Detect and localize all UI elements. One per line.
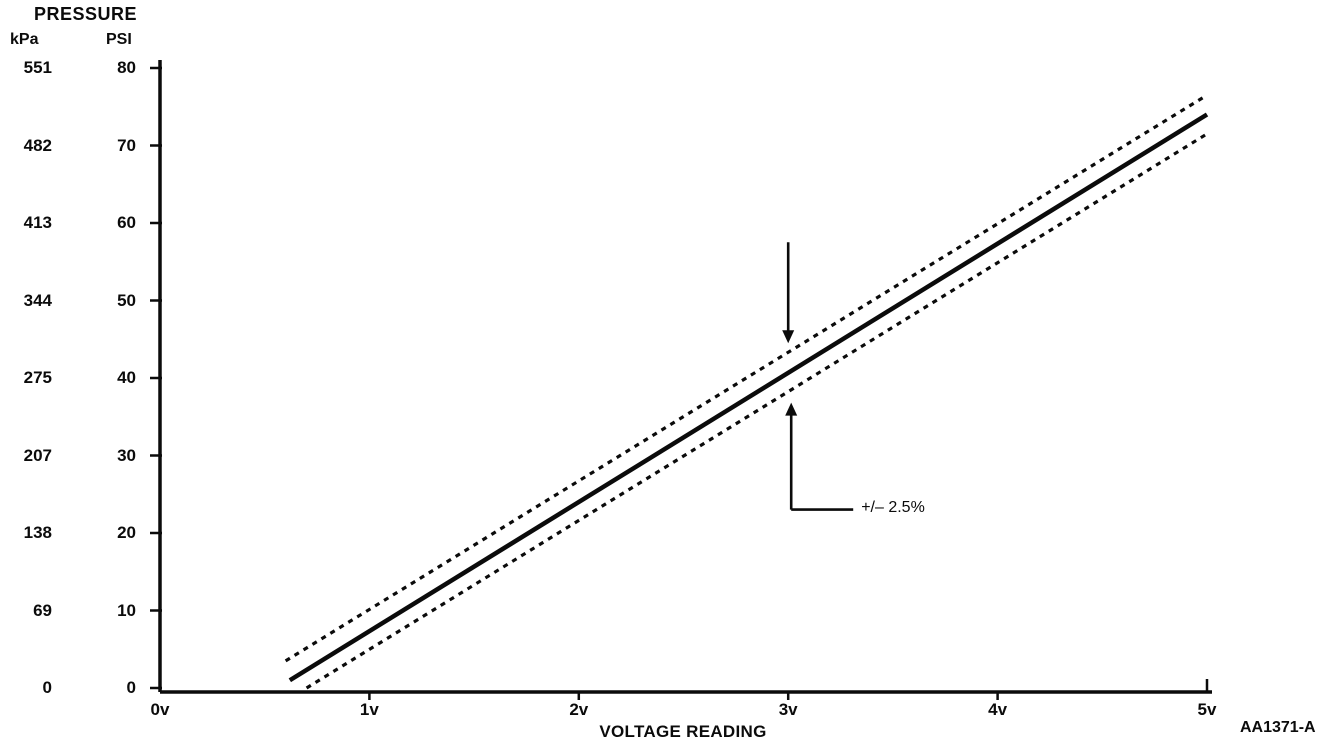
down-arrow-head	[782, 330, 795, 344]
psi-tick-label: 70	[117, 135, 136, 155]
x-tick-label: 3v	[778, 700, 798, 719]
psi-tick-label: 60	[117, 213, 136, 232]
kpa-tick-label: 482	[23, 135, 52, 155]
x-tick-label: 1v	[359, 700, 379, 719]
psi-column-header: PSI	[106, 31, 132, 48]
up-arrow-head	[785, 402, 798, 416]
kpa-tick-label: 207	[23, 445, 52, 465]
upper-tolerance-line	[284, 93, 1208, 663]
kpa-tick-label: 138	[23, 523, 52, 542]
psi-tick-label: 30	[117, 445, 136, 465]
x-tick-label: 4v	[988, 700, 1008, 719]
kpa-tick-label: 69	[33, 600, 52, 620]
psi-tick-label: 80	[117, 58, 136, 77]
x-axis-title: VOLTAGE READING	[599, 722, 767, 741]
x-tick-label: 2v	[569, 700, 589, 719]
psi-tick-label: 40	[117, 368, 136, 387]
kpa-tick-label: 275	[23, 368, 52, 387]
kpa-tick-labels: 551 482 413 344 275 207 138 69 0	[0, 0, 52, 756]
kpa-column-header: kPa	[10, 31, 39, 48]
kpa-tick-label: 0	[42, 678, 52, 697]
tolerance-annotation: +/– 2.5%	[861, 498, 925, 516]
lower-tolerance-line	[305, 132, 1208, 690]
psi-tick-label: 50	[117, 290, 136, 310]
kpa-tick-label: 413	[23, 213, 52, 232]
psi-tick-label: 20	[117, 523, 136, 542]
psi-tick-label: 10	[117, 600, 136, 620]
kpa-tick-label: 344	[23, 290, 52, 310]
pressure-header: PRESSURE	[34, 4, 138, 24]
psi-tick-label: 0	[126, 678, 136, 697]
x-tick-label: 5v	[1197, 700, 1217, 719]
nominal-line	[288, 112, 1209, 683]
x-tick-label: 0v	[150, 700, 170, 719]
x-tick-labels: 0v 1v 2v 3v 4v 5v	[0, 700, 1328, 724]
kpa-tick-label: 551	[23, 58, 52, 77]
figure-id: AA1371-A	[1240, 719, 1316, 736]
psi-tick-labels: 80 70 60 50 40 30 20 10 0	[84, 0, 136, 756]
